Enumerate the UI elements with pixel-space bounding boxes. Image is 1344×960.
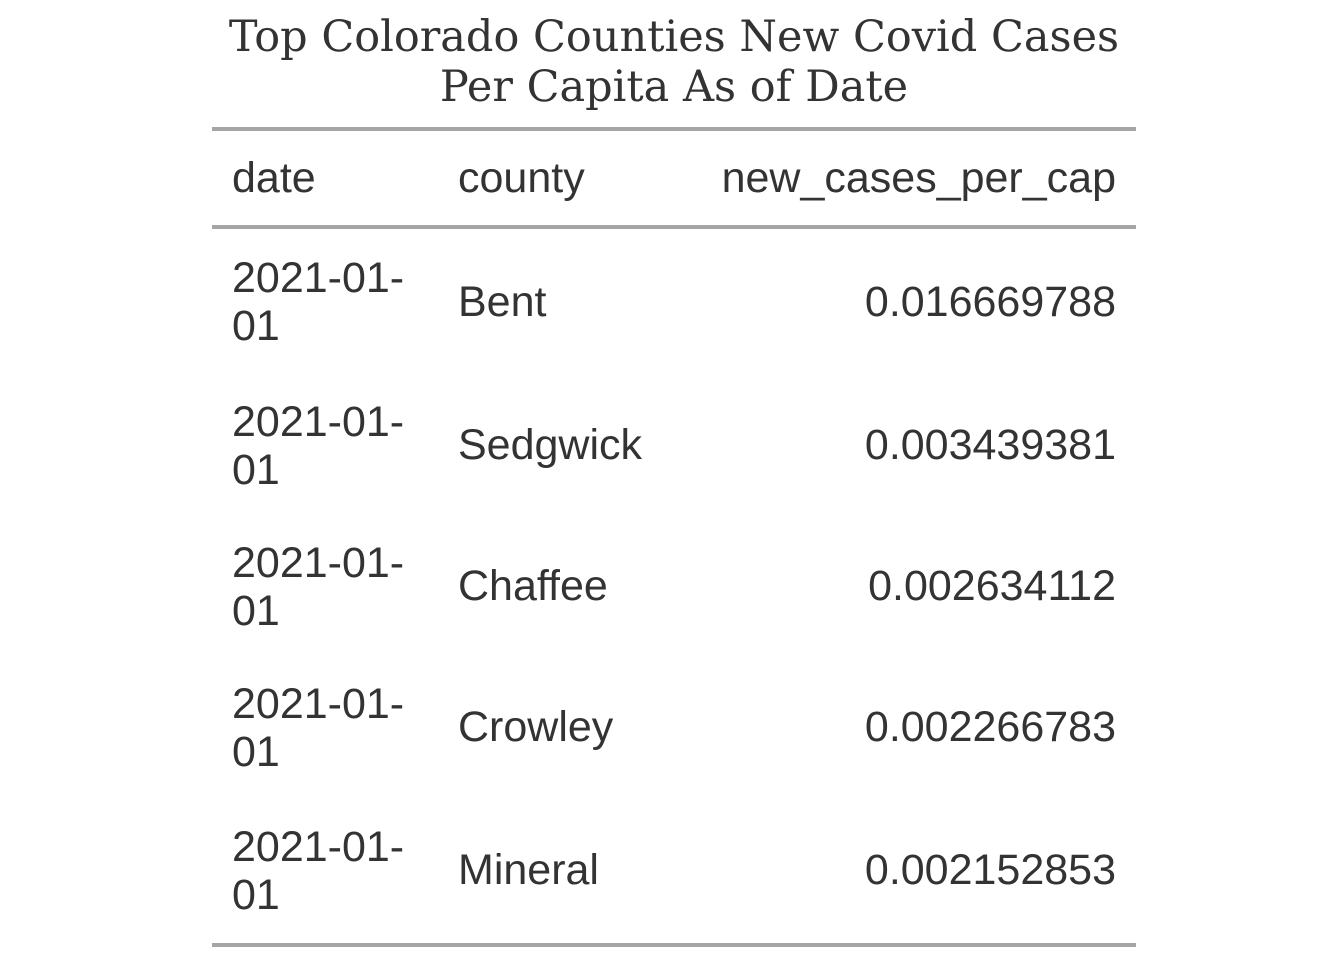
- date-cell-line-1: 2021-01-: [232, 397, 405, 446]
- date-cell: 2021-01- 01: [212, 539, 438, 635]
- date-cell-line-2: 01: [232, 302, 280, 350]
- value-cell: 0.016669788: [864, 277, 1116, 326]
- date-cell-line-1: 2021-01-: [232, 538, 405, 587]
- table-title-line-1: Top Colorado Counties New Covid Cases: [228, 12, 1120, 62]
- county-cell: Crowley: [458, 703, 614, 751]
- date-cell: 2021-01- 01: [212, 823, 438, 919]
- table-row: 2021-01- 01 Crowley 0.002266783: [212, 657, 1136, 798]
- bottom-rule: [212, 943, 1136, 947]
- data-table: date county new_cases_per_cap 2021-01- 0…: [212, 127, 1136, 947]
- top-rule: [212, 127, 1136, 131]
- header-rule: [212, 225, 1136, 229]
- county-cell: Mineral: [458, 846, 599, 894]
- date-cell-line-1: 2021-01-: [232, 679, 405, 728]
- county-cell: Bent: [458, 277, 547, 326]
- date-cell: 2021-01- 01: [212, 680, 438, 776]
- value-cell: 0.002634112: [868, 562, 1116, 610]
- date-cell: 2021-01- 01: [212, 398, 438, 494]
- table-row: 2021-01- 01 Chaffee 0.002634112: [212, 516, 1136, 657]
- value-cell: 0.002266783: [864, 703, 1116, 751]
- column-header-new-cases-per-cap: new_cases_per_cap: [721, 154, 1116, 202]
- date-cell-line-2: 01: [232, 727, 280, 776]
- table-row: 2021-01- 01 Bent 0.016669788: [212, 229, 1136, 375]
- county-cell: Sedgwick: [458, 421, 643, 469]
- date-cell: 2021-01- 01: [212, 254, 438, 350]
- date-cell-line-1: 2021-01-: [232, 822, 405, 871]
- table-row: 2021-01- 01 Mineral 0.002152853: [212, 798, 1136, 943]
- column-header-county: county: [458, 154, 585, 202]
- date-cell-line-2: 01: [232, 870, 280, 919]
- column-header-date: date: [232, 154, 316, 202]
- value-cell: 0.003439381: [864, 421, 1116, 469]
- date-cell-line-2: 01: [232, 445, 280, 494]
- county-cell: Chaffee: [458, 562, 608, 610]
- header-row: date county new_cases_per_cap: [212, 131, 1136, 225]
- table-title: Top Colorado Counties New Covid Cases Pe…: [212, 12, 1136, 112]
- date-cell-line-2: 01: [232, 586, 280, 635]
- table-row: 2021-01- 01 Sedgwick 0.003439381: [212, 375, 1136, 516]
- table-title-line-2: Per Capita As of Date: [439, 62, 909, 112]
- value-cell: 0.002152853: [864, 846, 1116, 894]
- date-cell-line-1: 2021-01-: [232, 254, 405, 302]
